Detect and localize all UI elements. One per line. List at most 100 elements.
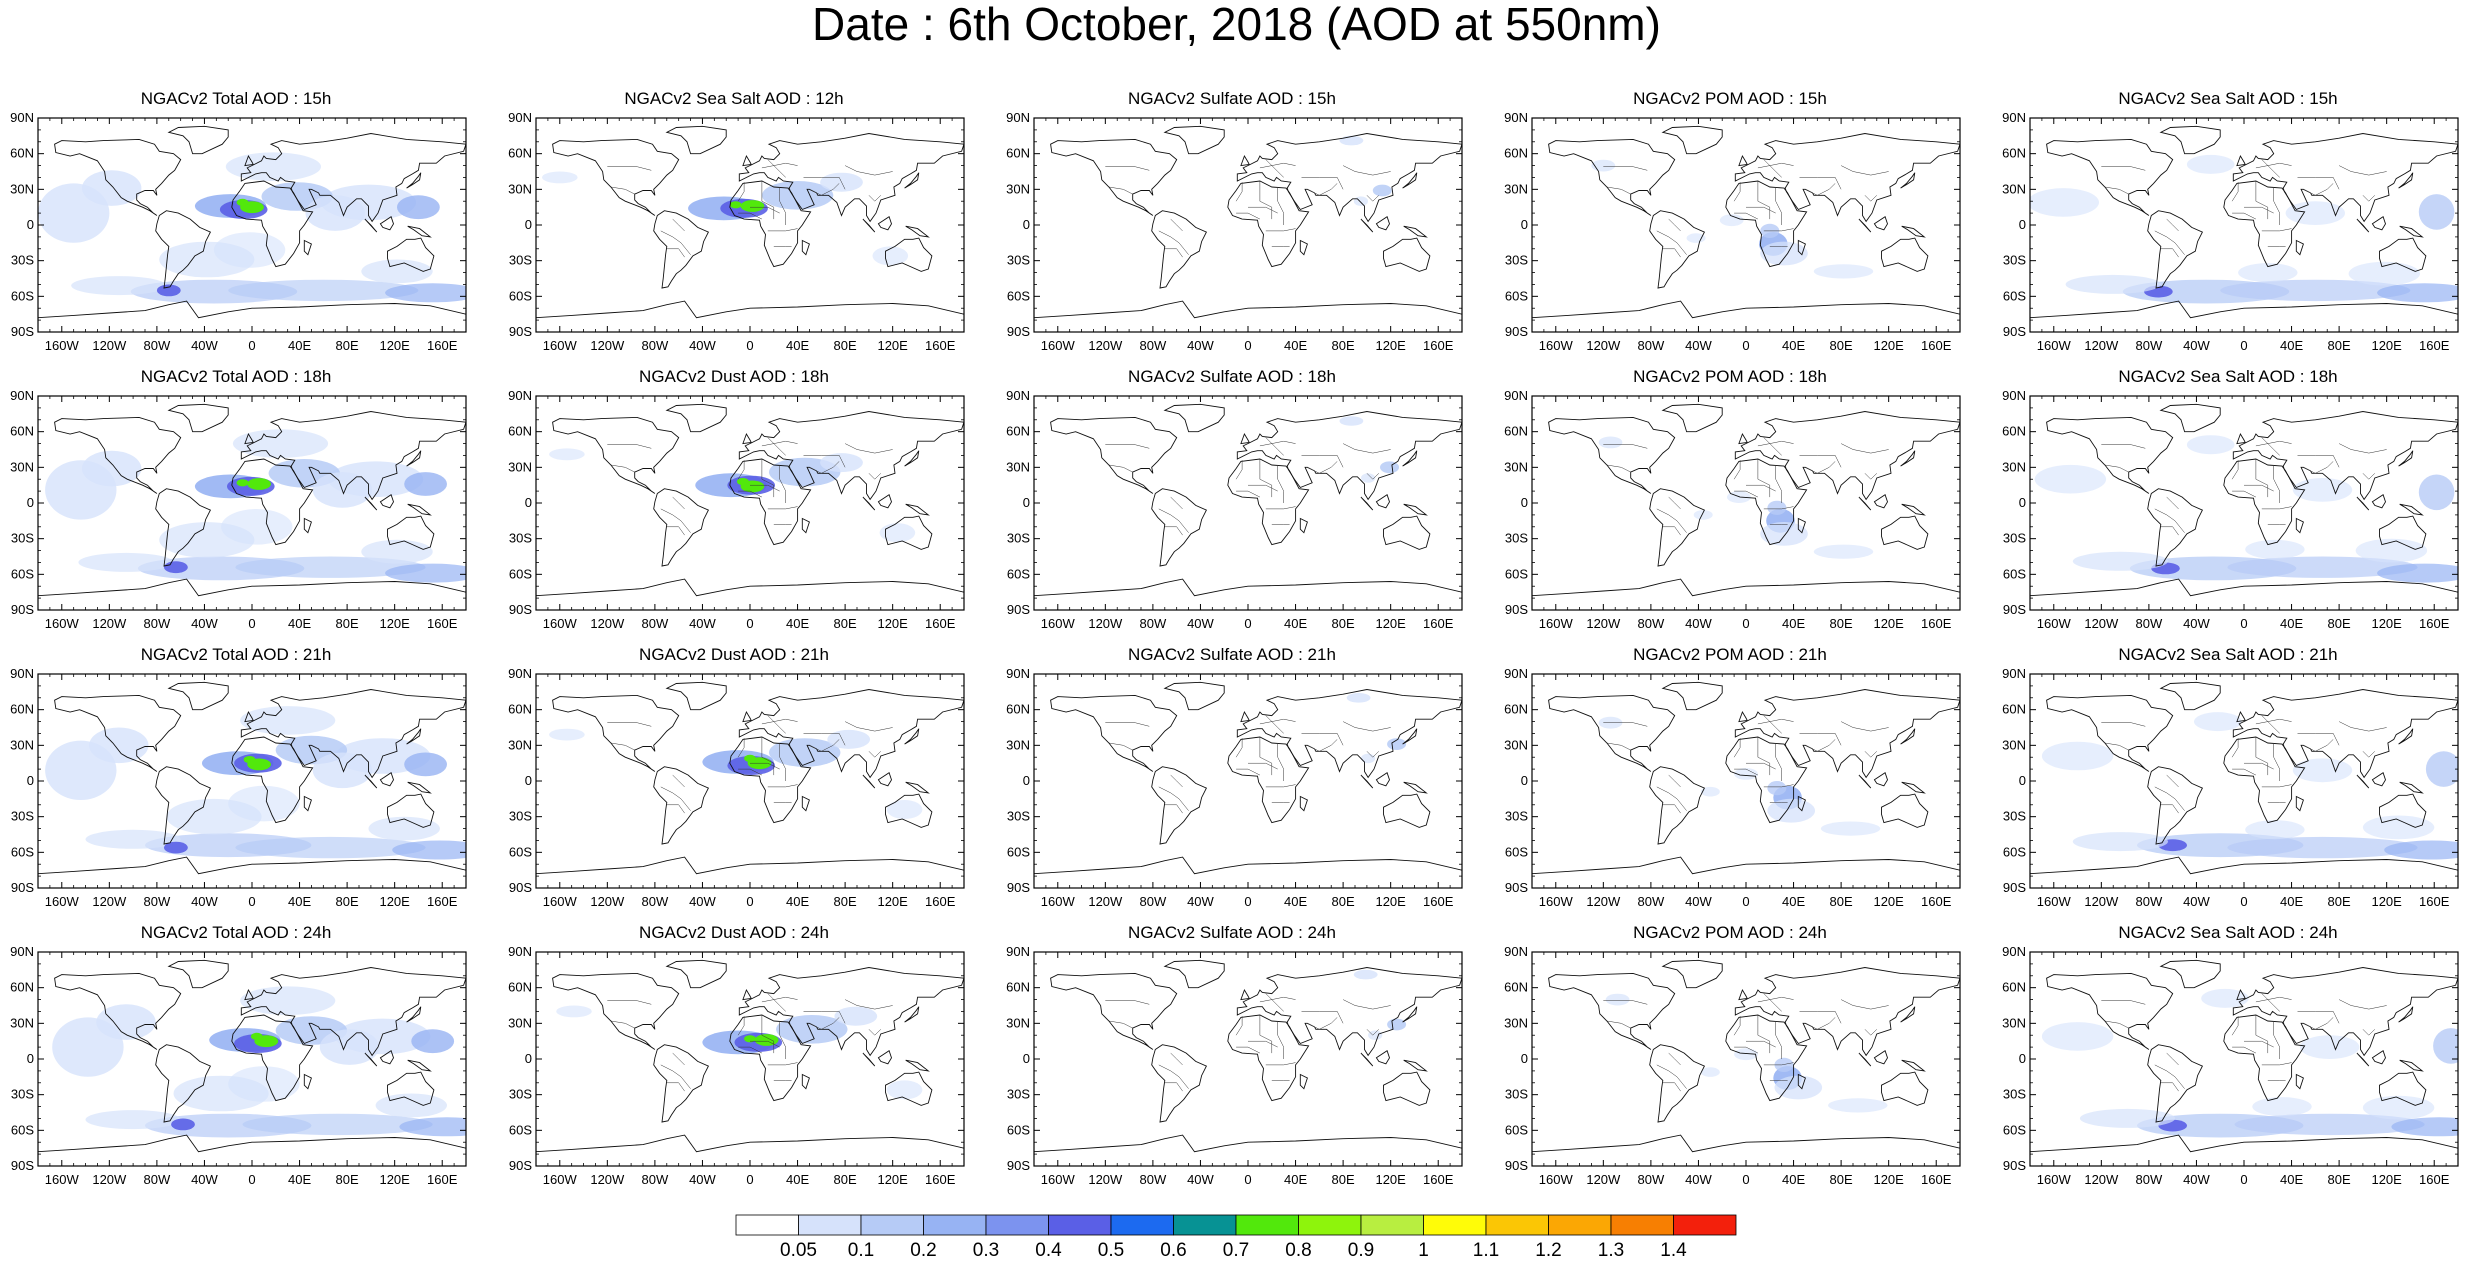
panel-title: NGACv2 Dust AOD : 24h	[639, 923, 829, 942]
country-boundary	[1775, 1021, 1782, 1059]
country-boundary	[1236, 212, 1261, 220]
country-boundary	[2261, 715, 2280, 734]
country-boundary	[1733, 738, 1741, 758]
country-boundary	[1301, 1011, 1344, 1024]
panel-title: NGACv2 Sea Salt AOD : 24h	[2118, 923, 2338, 942]
coastline	[536, 578, 964, 610]
aod-field	[1774, 1075, 1823, 1100]
aod-field	[1760, 522, 1808, 546]
country-boundary	[1105, 444, 1150, 449]
lon-tick-label: 120W	[1586, 338, 1621, 353]
coastline	[303, 1073, 312, 1090]
lon-tick-label: 160W	[2037, 616, 2072, 631]
country-boundary	[1840, 443, 1889, 454]
country-boundary	[779, 465, 786, 503]
country-boundary	[2261, 1062, 2292, 1066]
lat-tick-label: 60S	[509, 844, 532, 859]
lon-tick-label: 40E	[1782, 1172, 1805, 1187]
lat-tick-label: 60S	[2003, 1122, 2026, 1137]
lon-tick-label: 40E	[786, 1172, 809, 1187]
lat-tick-label: 0	[525, 495, 532, 510]
colorbar-label: 1.2	[1535, 1240, 1561, 1261]
lon-tick-label: 80E	[834, 616, 857, 631]
world-map: 90N 60N 30N 0 30S 60S 90S 160W 120W 80W 40W 0 40E 80E…	[1504, 110, 1961, 353]
aod-field	[361, 259, 433, 284]
world-map: 90N 60N 30N 0 30S 60S 90S 160W 120W 80W 40W 0 40E 80E…	[2002, 110, 2459, 353]
country-boundary	[1301, 455, 1344, 468]
coastline	[379, 216, 394, 231]
coastline	[1151, 1044, 1208, 1123]
lon-tick-label: 120E	[2371, 1172, 2402, 1187]
coastline	[653, 210, 710, 289]
lat-tick-label: 0	[2019, 1051, 2026, 1066]
country-boundary	[868, 195, 881, 202]
lon-tick-label: 0	[746, 616, 753, 631]
lon-tick-label: 160W	[543, 894, 578, 909]
lon-tick-label: 160E	[1921, 1172, 1952, 1187]
coastline	[1227, 736, 1310, 824]
coastline	[885, 793, 933, 828]
coastline	[2398, 450, 2414, 467]
lat-tick-label: 90S	[509, 602, 532, 617]
lon-tick-label: 80E	[1332, 1172, 1355, 1187]
country-boundary	[2166, 1052, 2179, 1066]
colorbar-label: 0.7	[1223, 1240, 1249, 1261]
coastline	[904, 728, 920, 745]
colorbar-swatch	[1173, 1214, 1237, 1236]
coastline	[1360, 1052, 1374, 1067]
aod-field	[2079, 1108, 2176, 1128]
panel-title: NGACv2 Sea Salt AOD : 21h	[2118, 645, 2338, 664]
lon-tick-label: 160W	[2037, 1172, 2072, 1187]
coastline	[552, 138, 680, 216]
country-boundary	[1108, 1020, 1133, 1029]
lon-tick-label: 160E	[1423, 894, 1454, 909]
colorbar-swatch	[798, 1214, 862, 1236]
map-panel: NGACv2 Total AOD : 15h 90N 60N 30N 0 30S 60S 90…	[0, 88, 472, 358]
country-boundary	[1366, 473, 1379, 480]
country-boundary	[1265, 993, 1284, 1012]
aod-field	[164, 841, 188, 854]
aod-field	[2418, 474, 2455, 511]
aod-field	[1380, 461, 1399, 474]
coastline	[877, 216, 892, 231]
aod-field	[2227, 836, 2418, 859]
country-boundary	[2160, 526, 2179, 536]
lon-tick-label: 40W	[191, 894, 218, 909]
coastline	[1236, 689, 1462, 779]
coastline	[406, 728, 422, 745]
country-boundary	[610, 742, 635, 751]
lon-tick-label: 0	[746, 894, 753, 909]
country-boundary	[2255, 181, 2269, 220]
lat-tick-label: 60N	[2002, 702, 2026, 717]
lat-tick-label: 60N	[1006, 424, 1030, 439]
country-boundary	[750, 206, 780, 214]
coastline	[1403, 781, 1428, 794]
country-boundary	[1259, 459, 1273, 498]
country-boundary	[1799, 455, 1842, 468]
country-boundary	[761, 440, 798, 447]
world-map: 90N 60N 30N 0 30S 60S 90S 160W 120W 80W 40W 0 40E 80E…	[10, 388, 467, 631]
lon-tick-label: 120W	[1088, 338, 1123, 353]
lon-tick-label: 80E	[336, 1172, 359, 1187]
country-boundary	[2160, 248, 2179, 258]
coastline	[1900, 172, 1916, 189]
lon-tick-label: 80W	[2136, 894, 2163, 909]
lon-tick-label: 0	[1742, 1172, 1749, 1187]
lon-tick-label: 160W	[543, 1172, 578, 1187]
lon-tick-label: 120W	[2084, 616, 2119, 631]
country-boundary	[803, 1011, 846, 1024]
country-boundary	[767, 1062, 798, 1066]
lon-tick-label: 80E	[1830, 616, 1853, 631]
country-boundary	[1301, 733, 1344, 746]
coastline	[729, 736, 812, 824]
lon-tick-label: 40W	[2183, 338, 2210, 353]
lon-tick-label: 80W	[642, 338, 669, 353]
coastline	[905, 225, 930, 238]
lat-tick-label: 0	[525, 773, 532, 788]
country-boundary	[779, 743, 786, 781]
country-boundary	[1236, 768, 1261, 776]
lon-tick-label: 160E	[1921, 338, 1952, 353]
aod-field	[1591, 159, 1616, 172]
panel-title: NGACv2 Sulfate AOD : 18h	[1128, 367, 1336, 386]
country-boundary	[1757, 718, 1794, 725]
